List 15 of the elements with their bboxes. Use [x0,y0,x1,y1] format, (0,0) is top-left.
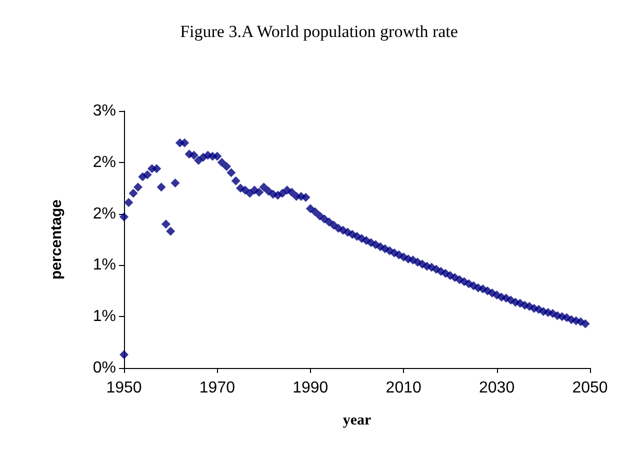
y-tick-label: 1% [92,308,116,326]
x-tick-label: 2030 [479,380,515,396]
x-axis-title: year [342,412,372,428]
x-tick-label: 1990 [292,380,328,396]
x-tick-label: 1950 [106,380,142,396]
y-tick-label: 0% [92,360,116,376]
y-tick-label: 2% [92,154,116,171]
y-tick-label: 2% [92,205,116,222]
y-tick-label: 3% [92,102,116,120]
y-tick-label: 1% [92,256,116,274]
x-tick-label: 2050 [572,380,608,396]
x-tick-label: 2010 [386,380,422,396]
x-tick-label: 1970 [199,380,236,396]
chart-title: Figure 3.A World population growth rate [180,22,458,41]
y-axis-title: percentage [48,199,65,280]
